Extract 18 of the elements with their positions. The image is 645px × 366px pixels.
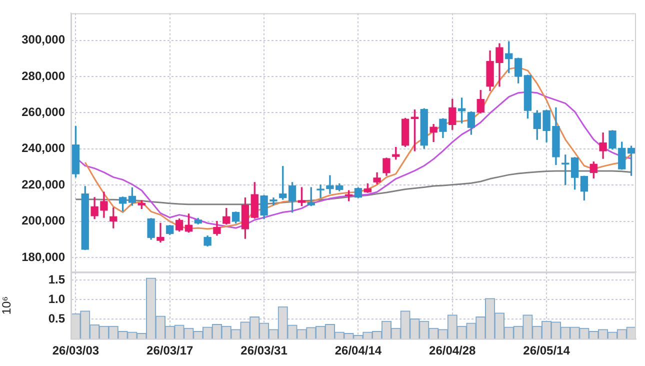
y-tick-label: 260,000 <box>22 105 66 120</box>
y-tick-label: 200,000 <box>22 214 66 228</box>
y-tick-label: 1.0 <box>48 292 66 306</box>
y-tick-label: 300,000 <box>22 32 66 47</box>
y-axis-title: 10⁶ <box>0 296 14 315</box>
x-tick-label: 26/04/28 <box>429 344 476 358</box>
y-tick-label: 1.5 <box>48 272 66 286</box>
x-tick-label: 26/04/14 <box>334 344 382 358</box>
x-tick-label: 26/05/14 <box>523 344 570 358</box>
y-tick-label: 180,000 <box>22 250 66 264</box>
x-tick-label: 26/03/03 <box>52 344 100 358</box>
y-tick-label: 240,000 <box>22 141 66 156</box>
y-tick-label: 220,000 <box>22 177 66 192</box>
x-tick-label: 26/03/31 <box>240 344 288 358</box>
candlestick <box>156 222 164 242</box>
x-tick-label: 26/03/17 <box>146 344 194 358</box>
y-tick-label: 0.5 <box>48 312 66 326</box>
y-tick-label: 280,000 <box>22 68 66 83</box>
